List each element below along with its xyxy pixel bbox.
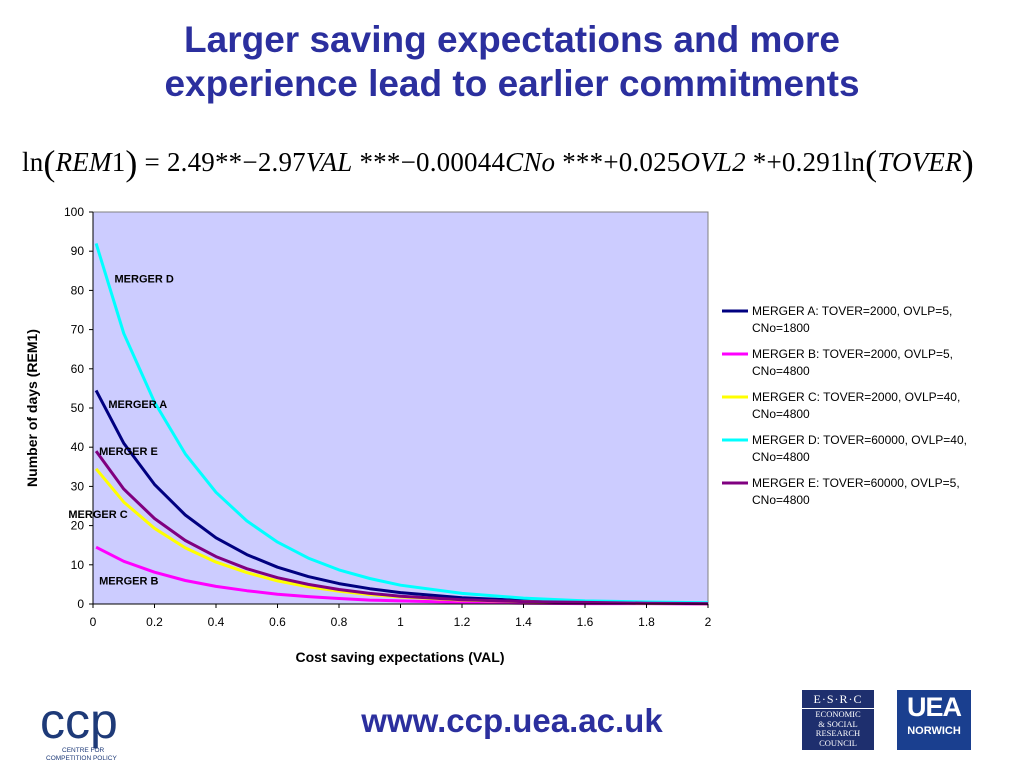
eq-rhs-var: TOVER [877, 147, 962, 177]
legend-label: MERGER D: TOVER=60000, OVLP=40, CNo=4800 [752, 433, 967, 464]
series-line-4 [94, 450, 709, 606]
eq-lhs-var: REM [55, 147, 112, 177]
uea-logo: UEA NORWICH [897, 690, 971, 750]
y-tick-label: 20 [71, 519, 85, 533]
x-tick-label: 0.2 [146, 615, 163, 629]
y-tick-label: 30 [71, 479, 85, 493]
y-tick-label: 50 [71, 401, 85, 415]
slide-title-line-2: experience lead to earlier commitments [164, 63, 860, 104]
x-tick-label: 0.6 [269, 615, 286, 629]
legend: MERGER A: TOVER=2000, OVLP=5, CNo=1800 MER… [722, 304, 967, 507]
eq-rhs-fn: ln [843, 147, 866, 177]
footer-url-link[interactable]: www.ccp.uea.ac.uk [361, 702, 663, 739]
series-annotation: MERGER B [99, 575, 158, 587]
series-annotation: MERGER C [68, 509, 127, 521]
legend-label: MERGER E: TOVER=60000, OVLP=5, CNo=4800 [752, 476, 960, 507]
esrc-logo: E·S·R·C ECONOMIC & SOCIAL RESEARCH COUNC… [802, 690, 874, 750]
x-tick-label: 1 [397, 615, 404, 629]
y-tick-label: 10 [71, 558, 85, 572]
x-tick-label: 0.4 [208, 615, 225, 629]
eq-close-paren: ) [125, 143, 138, 183]
eq-rhs-open-paren: ( [865, 143, 878, 183]
eq-sig-cno: *** [562, 147, 604, 177]
eq-open-paren: ( [43, 143, 56, 183]
eq-coef-val: 2.97 [257, 147, 306, 177]
esrc-logo-line-3: & SOCIAL [818, 718, 858, 729]
esrc-logo-line-5: COUNCIL [819, 737, 857, 748]
y-axis-title: Number of days (REM1) [24, 329, 40, 487]
esrc-logo-line-2: ECONOMIC [815, 709, 861, 719]
y-tick-label: 0 [77, 597, 84, 611]
legend-label: MERGER B: TOVER=2000, OVLP=5, CNo=4800 [752, 347, 953, 378]
x-axis-title: Cost saving expectations (VAL) [295, 649, 504, 665]
x-tick-label: 1.2 [454, 615, 471, 629]
x-tick-label: 1.4 [515, 615, 532, 629]
eq-lhs-sub: 1 [111, 147, 126, 177]
y-tick-label: 60 [71, 362, 85, 376]
eq-constant: 2.49** [166, 147, 243, 177]
ccp-logo-wordmark: ccp [40, 693, 118, 749]
y-tick-label: 100 [64, 205, 84, 219]
eq-var-ovl: OVL2 [680, 147, 746, 177]
y-tick-label: 90 [71, 244, 85, 258]
plot-area [92, 211, 709, 605]
uea-logo-line-1: UEA [906, 692, 962, 722]
x-tick-label: 1.6 [577, 615, 594, 629]
y-tick-label: 80 [71, 283, 85, 297]
legend-label: MERGER C: TOVER=2000, OVLP=40, CNo=4800 [752, 390, 960, 421]
ccp-logo-sub1: CENTRE FOR [62, 747, 105, 754]
slide-title-line-1: Larger saving expectations and more [184, 19, 840, 60]
eq-minus: − [242, 147, 258, 177]
eq-coef-cno: −0.00044 [400, 147, 506, 177]
esrc-logo-line-1: E·S·R·C [802, 692, 874, 709]
esrc-logo-line-4: RESEARCH [815, 728, 861, 738]
x-tick-label: 1.8 [638, 615, 655, 629]
series-annotation: MERGER E [99, 446, 158, 458]
series-line-3 [94, 242, 709, 605]
eq-coef-tover: +0.291 [766, 147, 844, 177]
series-annotation: MERGER D [115, 274, 174, 286]
ccp-logo-sub2: COMPETITION POLICY [46, 755, 117, 762]
eq-lhs-fn: ln [22, 147, 44, 177]
annotation-layer: MERGER D MERGER A MERGER E MERGER C MERGER B [68, 274, 173, 588]
eq-coef-ovl: +0.025 [603, 147, 681, 177]
axes-layer: 0 10 20 30 40 50 60 70 80 90 100 0 0.2 0.4 0.6 0.8 1 1.2 1… [64, 205, 712, 629]
line-chart: 0 10 20 30 40 50 60 70 80 90 100 0 0.2 0.4 0.6 0.8 1 1.2 1… [24, 205, 967, 665]
x-tick-label: 2 [705, 615, 712, 629]
slide-title: Larger saving expectations and more expe… [0, 18, 1024, 106]
eq-var-cno: CNo [505, 147, 556, 177]
y-tick-label: 40 [71, 440, 85, 454]
eq-rhs-close-paren: ) [961, 143, 974, 183]
x-tick-label: 0.8 [331, 615, 348, 629]
eq-var-val: VAL [305, 147, 353, 177]
eq-sig-val: *** [359, 147, 401, 177]
series-annotation: MERGER A [108, 399, 167, 411]
series-layer [94, 242, 709, 606]
regression-equation: ln(REM1) = 2.49**−2.97VAL ***−0.00044CNo… [22, 142, 1012, 183]
x-tick-label: 0 [90, 615, 97, 629]
legend-label: MERGER A: TOVER=2000, OVLP=5, CNo=1800 [752, 304, 952, 335]
eq-equals: = [144, 147, 160, 177]
ccp-logo: ccp CENTRE FOR COMPETITION POLICY [40, 693, 118, 762]
y-tick-label: 70 [71, 323, 85, 337]
eq-sig-ovl: * [752, 147, 767, 177]
uea-logo-line-2: NORWICH [907, 725, 961, 737]
